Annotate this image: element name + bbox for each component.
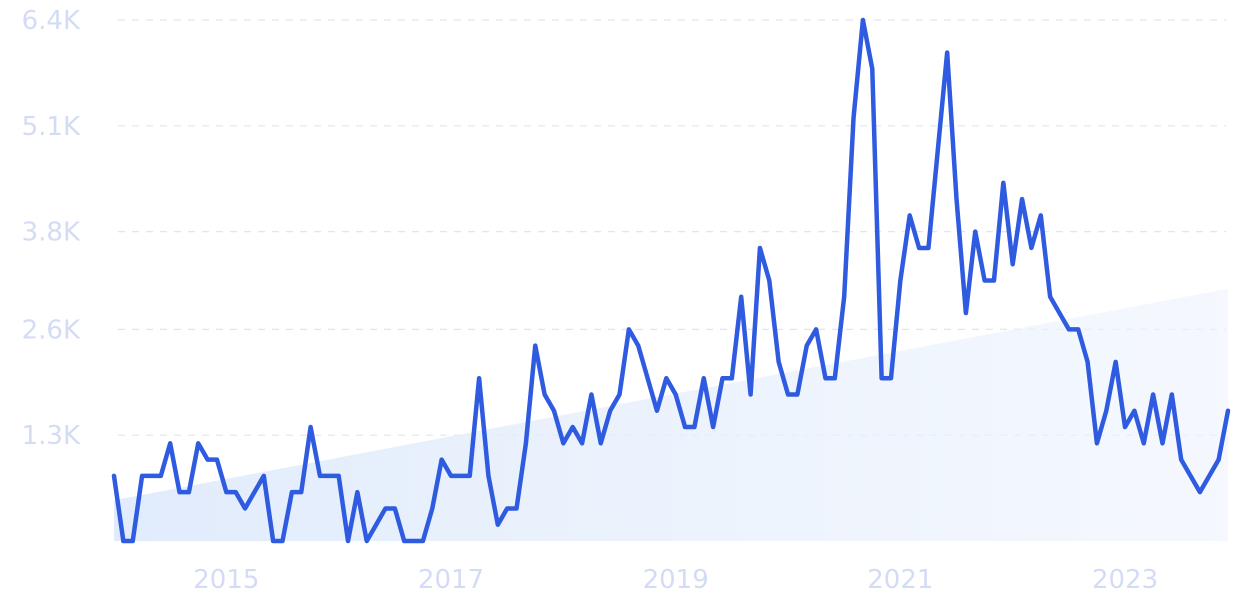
x-tick-label: 2017 [418, 565, 484, 595]
y-axis-ticks: 1.3K 2.6K 3.8K 5.1K 6.4K [22, 6, 81, 451]
y-tick-label: 6.4K [22, 6, 81, 36]
series-line [111, 17, 1231, 544]
x-tick-label: 2021 [867, 565, 933, 595]
grid-lines [118, 19, 1226, 436]
y-tick-label: 1.3K [22, 421, 81, 451]
x-axis-ticks: 2015 2017 2019 2021 2023 [193, 565, 1158, 595]
x-tick-label: 2015 [193, 565, 259, 595]
y-tick-label: 2.6K [22, 315, 81, 345]
x-tick-label: 2023 [1092, 565, 1158, 595]
x-tick-label: 2019 [643, 565, 709, 595]
trend-area [114, 288, 1228, 541]
y-tick-label: 3.8K [22, 218, 81, 248]
y-tick-label: 5.1K [22, 112, 81, 142]
